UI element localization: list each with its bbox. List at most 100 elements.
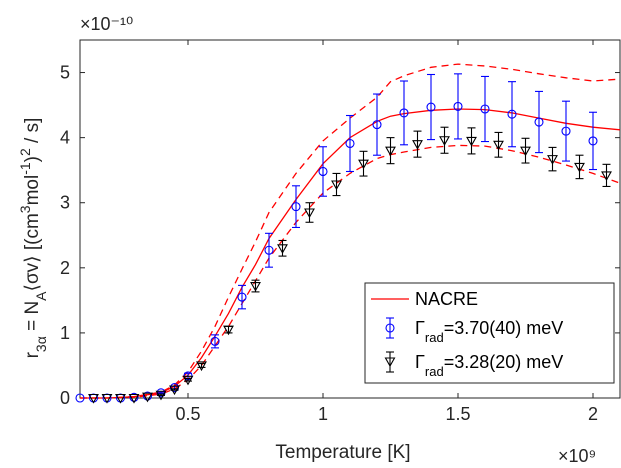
data-point bbox=[250, 279, 261, 293]
legend: NACRE Γrad=3.70(40) meV Γrad=3.28(20) me… bbox=[364, 282, 615, 384]
legend-box bbox=[364, 282, 615, 384]
data-point bbox=[101, 393, 113, 404]
data-point bbox=[155, 390, 167, 401]
data-point bbox=[277, 239, 288, 257]
data-point bbox=[129, 392, 139, 402]
data-point bbox=[264, 232, 274, 268]
marker-circle bbox=[75, 393, 85, 403]
y-tick-label: 4 bbox=[60, 128, 70, 148]
x-tick-label: 2 bbox=[588, 404, 598, 424]
data-point bbox=[75, 393, 85, 403]
data-point bbox=[520, 137, 531, 164]
marker-triangle bbox=[412, 140, 423, 150]
marker-circle bbox=[291, 202, 301, 212]
marker-triangle bbox=[169, 385, 180, 396]
marker-circle bbox=[534, 117, 544, 127]
data-point bbox=[426, 73, 436, 141]
data-point bbox=[588, 111, 598, 171]
data-point bbox=[507, 81, 517, 148]
data-point bbox=[412, 130, 423, 158]
data-point bbox=[142, 391, 153, 401]
marker-circle bbox=[372, 120, 382, 130]
data-point bbox=[358, 150, 369, 177]
data-point bbox=[115, 393, 126, 404]
marker-circle bbox=[507, 109, 517, 119]
y-tick-label: 1 bbox=[60, 323, 70, 343]
marker-circle bbox=[453, 101, 463, 111]
marker-triangle bbox=[115, 393, 126, 404]
marker-circle bbox=[129, 392, 139, 402]
marker-circle bbox=[237, 292, 247, 302]
data-point bbox=[291, 185, 301, 229]
marker-circle bbox=[426, 102, 436, 112]
marker-triangle bbox=[547, 155, 558, 165]
x-tick-label: 1.5 bbox=[445, 404, 470, 424]
data-point bbox=[318, 146, 328, 197]
data-point bbox=[210, 334, 220, 349]
marker-circle bbox=[345, 138, 355, 149]
marker-triangle bbox=[574, 162, 585, 173]
data-point bbox=[561, 100, 571, 162]
y-tick-label: 0 bbox=[60, 388, 70, 408]
data-point bbox=[601, 163, 612, 188]
marker-circle bbox=[210, 336, 220, 346]
axes-box bbox=[79, 39, 621, 399]
data-point bbox=[196, 361, 207, 372]
legend-symbol-series1 bbox=[385, 317, 395, 339]
plot-area: 0.5 1 1.5 2 0 1 2 3 4 5 bbox=[60, 39, 621, 424]
data-point bbox=[399, 80, 409, 146]
marker-circle bbox=[588, 136, 598, 146]
data-point bbox=[142, 392, 153, 403]
data-point bbox=[493, 131, 504, 158]
marker-triangle bbox=[182, 375, 194, 386]
marker-triangle bbox=[385, 146, 396, 157]
y-multiplier: ×10⁻¹⁰ bbox=[80, 14, 133, 34]
marker-triangle bbox=[304, 208, 315, 219]
x-axis-label: Temperature [K] bbox=[275, 442, 410, 463]
marker-triangle bbox=[142, 392, 153, 403]
marker-triangle bbox=[331, 180, 342, 191]
legend-label-series2: Γrad=3.28(20) meV bbox=[415, 352, 563, 379]
y-tick-label: 5 bbox=[60, 63, 70, 83]
data-point bbox=[331, 172, 342, 197]
data-point bbox=[223, 325, 234, 336]
data-point bbox=[385, 137, 396, 165]
marker-triangle bbox=[196, 361, 207, 372]
data-point bbox=[169, 385, 180, 396]
marker-circle bbox=[318, 166, 328, 177]
data-point bbox=[480, 75, 490, 143]
data-point bbox=[237, 284, 247, 310]
marker-triangle bbox=[520, 146, 531, 157]
marker-circle bbox=[264, 245, 274, 255]
data-point bbox=[182, 375, 194, 386]
marker-triangle bbox=[358, 159, 369, 170]
marker-circle bbox=[399, 108, 409, 118]
marker-circle bbox=[142, 391, 153, 401]
legend-symbol-series2 bbox=[384, 351, 396, 373]
data-point bbox=[304, 202, 315, 223]
marker-triangle bbox=[101, 393, 113, 404]
marker-circle bbox=[480, 104, 490, 114]
marker-triangle bbox=[155, 390, 167, 401]
marker-triangle bbox=[128, 393, 140, 404]
data-point bbox=[534, 90, 544, 154]
x-tick-label: 0.5 bbox=[175, 404, 200, 424]
marker-triangle bbox=[466, 136, 477, 147]
legend-label-series1: Γrad=3.70(40) meV bbox=[415, 318, 563, 345]
data-point bbox=[372, 93, 382, 156]
x-multiplier: ×10⁹ bbox=[558, 446, 596, 466]
data-point bbox=[88, 393, 99, 404]
y-tick-label: 2 bbox=[60, 258, 70, 278]
y-axis-label: r3α = NA⟨σv⟩ [(cm3mol-1)2 / s] bbox=[17, 118, 49, 359]
marker-triangle bbox=[277, 244, 288, 254]
marker-triangle bbox=[250, 281, 261, 292]
legend-label-nacre: NACRE bbox=[415, 289, 478, 309]
data-point bbox=[345, 114, 355, 173]
series-line-1 bbox=[80, 63, 621, 399]
x-tick-label: 1 bbox=[318, 404, 328, 424]
series-line-2 bbox=[80, 144, 621, 399]
data-point bbox=[574, 154, 585, 180]
data-point bbox=[466, 127, 477, 155]
marker-triangle bbox=[223, 325, 234, 336]
